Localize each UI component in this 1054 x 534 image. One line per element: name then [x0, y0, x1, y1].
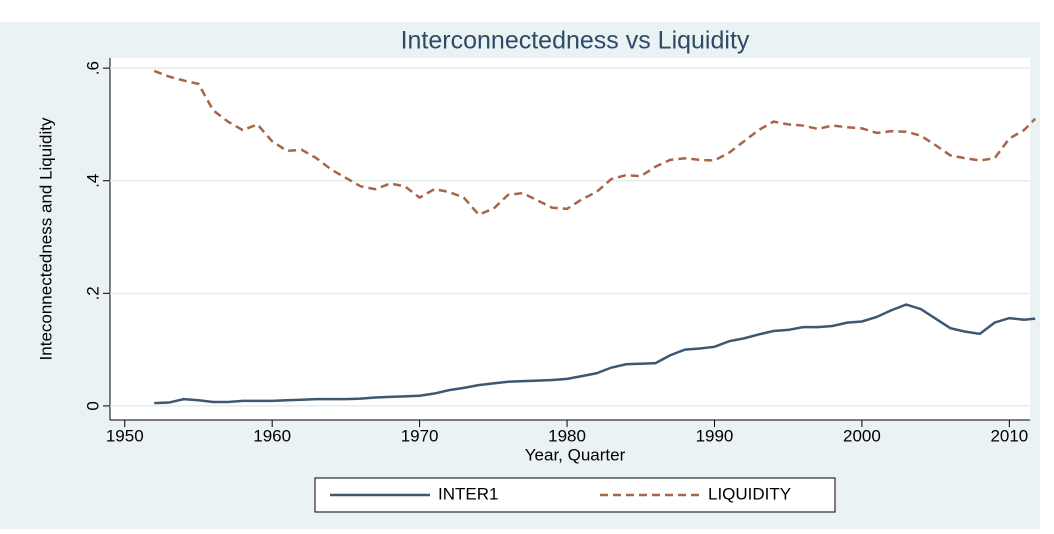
legend-label: LIQUIDITY — [708, 484, 791, 503]
y-tick-label: .6 — [83, 61, 102, 75]
series-line — [154, 303, 1036, 405]
x-tick-label: 1980 — [548, 426, 586, 445]
y-axis-label: Inteconnectedness and Liquidity — [36, 117, 55, 360]
y-tick-label: 0 — [83, 401, 102, 410]
series-line — [153, 69, 1037, 216]
legend-label: INTER1 — [438, 484, 498, 503]
y-tick-label: .4 — [83, 174, 102, 188]
x-tick-label: 1990 — [696, 426, 734, 445]
x-tick-label: 1970 — [401, 426, 439, 445]
y-tick-label: .2 — [83, 286, 102, 300]
x-tick-label: 1960 — [253, 426, 291, 445]
x-tick-label: 1950 — [106, 426, 144, 445]
x-tick-label: 2010 — [990, 426, 1028, 445]
x-tick-label: 2000 — [843, 426, 881, 445]
chart-title: Interconnectedness vs Liquidity — [401, 27, 750, 55]
plot-area — [110, 58, 1030, 420]
x-axis-label: Year, Quarter — [525, 445, 626, 464]
